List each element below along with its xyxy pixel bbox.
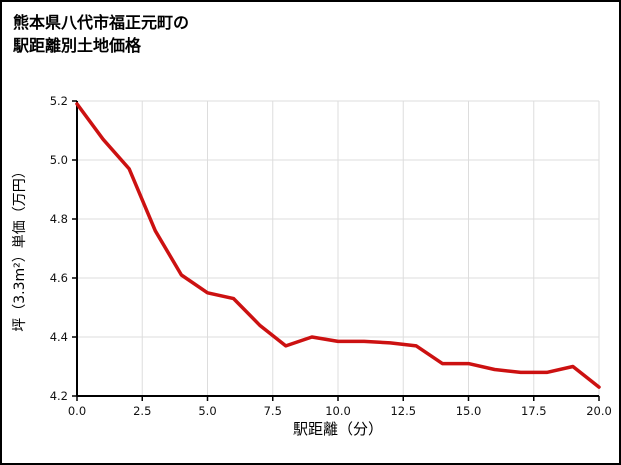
y-tick-label: 5.2 — [50, 94, 68, 108]
y-tick-label: 4.4 — [50, 330, 68, 344]
x-axis-label: 駅距離（分） — [293, 420, 383, 438]
x-tick-label: 15.0 — [456, 404, 482, 418]
x-tick-label: 5.0 — [198, 404, 216, 418]
y-tick-label: 4.8 — [50, 212, 68, 226]
x-tick-label: 20.0 — [586, 404, 612, 418]
x-tick-label: 17.5 — [521, 404, 547, 418]
x-tick-label: 12.5 — [390, 404, 416, 418]
y-tick-label: 5.0 — [50, 153, 68, 167]
grid-lines — [76, 100, 600, 397]
chart-title-line-2: 駅距離別土地価格 — [13, 36, 142, 56]
y-axis-label: 坪（3.3m²）単価（万円） — [12, 164, 28, 332]
chart-title: 熊本県八代市福正元町の 駅距離別土地価格 — [13, 11, 189, 57]
price-line-series — [75, 102, 601, 389]
x-tick-label: 10.0 — [325, 404, 351, 418]
chart-title-line-1: 熊本県八代市福正元町の — [13, 13, 190, 32]
x-tick-label: 0.0 — [68, 404, 86, 418]
x-tick-label: 7.5 — [264, 404, 282, 418]
x-tick-label: 2.5 — [133, 404, 151, 418]
y-tick-label: 4.2 — [50, 389, 68, 403]
tick-labels: 0.0 2.5 5.0 7.5 10.0 12.5 15.0 17.5 20.0 4.2 4.4 4.… — [50, 94, 612, 418]
y-tick-label: 4.6 — [50, 271, 68, 285]
